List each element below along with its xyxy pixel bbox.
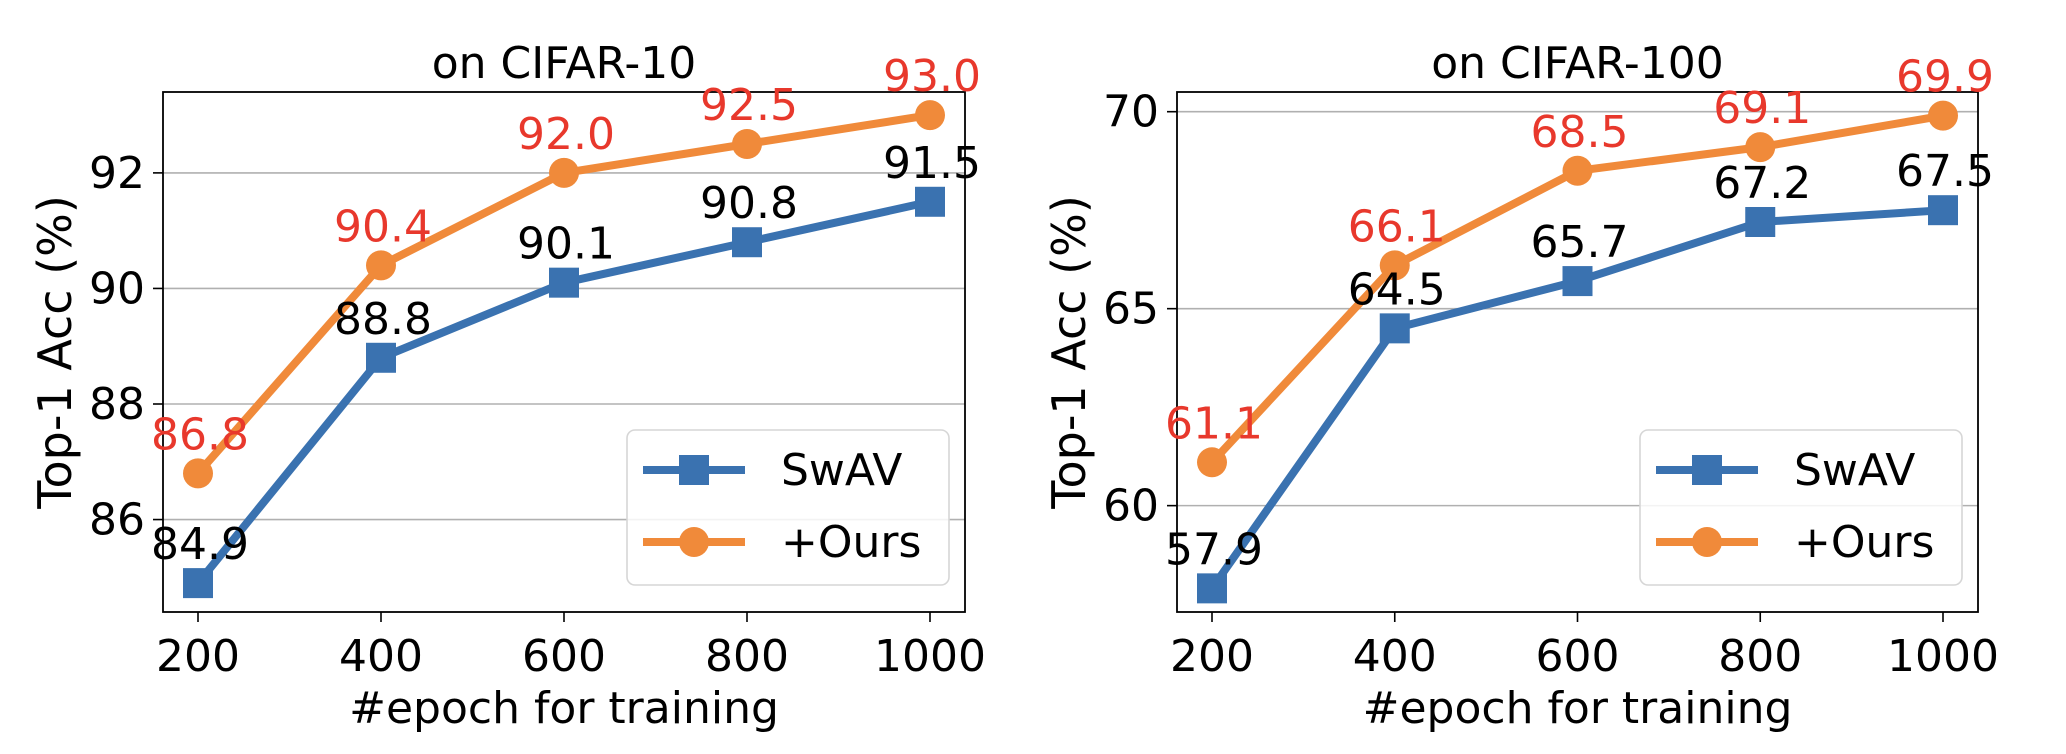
data-label: 65.7 [1531, 217, 1629, 268]
chart-2: 60 65 70 200 400 600 800 1000 on CIFAR-100 #epoch… [1042, 38, 1999, 734]
data-label: 92.0 [517, 109, 615, 160]
x-tick-label: 600 [1536, 631, 1620, 682]
data-point [732, 227, 762, 258]
data-point [1928, 100, 1958, 131]
legend: SwAV +Ours [1639, 429, 1963, 586]
y-axis-label: Top-1 Acc (%) [28, 195, 82, 510]
data-label: 69.1 [1713, 83, 1811, 134]
legend-label: SwAV [781, 445, 902, 496]
y-tick-label: 88 [89, 379, 145, 430]
data-point [366, 250, 396, 281]
data-point [1745, 132, 1776, 163]
x-axis-label: #epoch for training [1363, 683, 1793, 734]
chart-1: 86 88 90 92 200 400 600 800 1000 on CIFAR-10 #epoc… [28, 38, 986, 734]
data-point [1562, 155, 1593, 186]
data-point [1928, 195, 1958, 226]
data-label: 67.2 [1713, 158, 1811, 209]
legend-label: +Ours [781, 517, 921, 568]
data-label: 88.8 [334, 294, 432, 345]
data-point [1197, 447, 1227, 478]
x-tick-label: 400 [339, 631, 423, 682]
x-tick-label: 200 [1170, 631, 1254, 682]
data-label: 57.9 [1165, 524, 1263, 575]
x-tick-label: 600 [522, 631, 606, 682]
x-tick-label: 200 [156, 631, 240, 682]
data-label: 84.9 [151, 519, 249, 570]
plot-frame [162, 91, 966, 613]
data-point [1379, 250, 1410, 281]
data-point [366, 342, 396, 373]
x-tick-label: 800 [705, 631, 789, 682]
data-label: 93.0 [883, 51, 981, 102]
data-point [549, 267, 579, 298]
data-point [915, 100, 945, 131]
data-label: 69.9 [1896, 52, 1994, 103]
data-label: 92.5 [700, 80, 798, 131]
data-label: 90.8 [700, 178, 798, 229]
data-label: 61.1 [1165, 398, 1263, 449]
chart-title: on CIFAR-100 [1431, 38, 1724, 89]
data-point [183, 568, 213, 599]
data-point [915, 186, 945, 217]
legend-marker [679, 527, 709, 557]
x-axis-label: #epoch for training [349, 683, 779, 734]
legend-label: SwAV [1794, 445, 1915, 496]
y-tick-label: 65 [1103, 284, 1159, 335]
legend-marker [679, 455, 709, 485]
data-label: 86.8 [151, 409, 249, 460]
data-label: 67.5 [1896, 146, 1994, 197]
x-tick-label: 1000 [874, 631, 986, 682]
data-point [1562, 266, 1593, 297]
y-tick-label: 70 [1103, 87, 1159, 138]
y-tick-label: 90 [89, 263, 145, 314]
x-tick-label: 400 [1353, 631, 1437, 682]
data-point [1379, 313, 1410, 344]
data-point [732, 129, 762, 159]
x-tick-label: 800 [1718, 631, 1802, 682]
legend-marker [1692, 455, 1722, 485]
data-label: 64.5 [1348, 264, 1446, 315]
legend-marker [1692, 527, 1722, 557]
data-point [1745, 207, 1776, 237]
data-label: 90.1 [517, 219, 615, 270]
x-tick-label: 1000 [1887, 631, 1999, 682]
y-tick-label: 60 [1103, 481, 1159, 532]
data-point [183, 458, 213, 489]
data-label: 68.5 [1531, 107, 1629, 158]
data-label: 66.1 [1348, 201, 1446, 252]
data-point [549, 157, 579, 188]
data-label: 90.4 [334, 201, 432, 252]
y-tick-label: 92 [89, 148, 145, 199]
y-axis-label: Top-1 Acc (%) [1042, 195, 1096, 510]
data-point [1197, 573, 1227, 604]
plot-frame [1176, 91, 1979, 613]
legend: SwAV +Ours [626, 429, 950, 586]
y-tick-label: 86 [89, 495, 145, 546]
legend-label: +Ours [1794, 517, 1934, 568]
data-label: 91.5 [883, 138, 981, 189]
chart-title: on CIFAR-10 [432, 38, 697, 89]
